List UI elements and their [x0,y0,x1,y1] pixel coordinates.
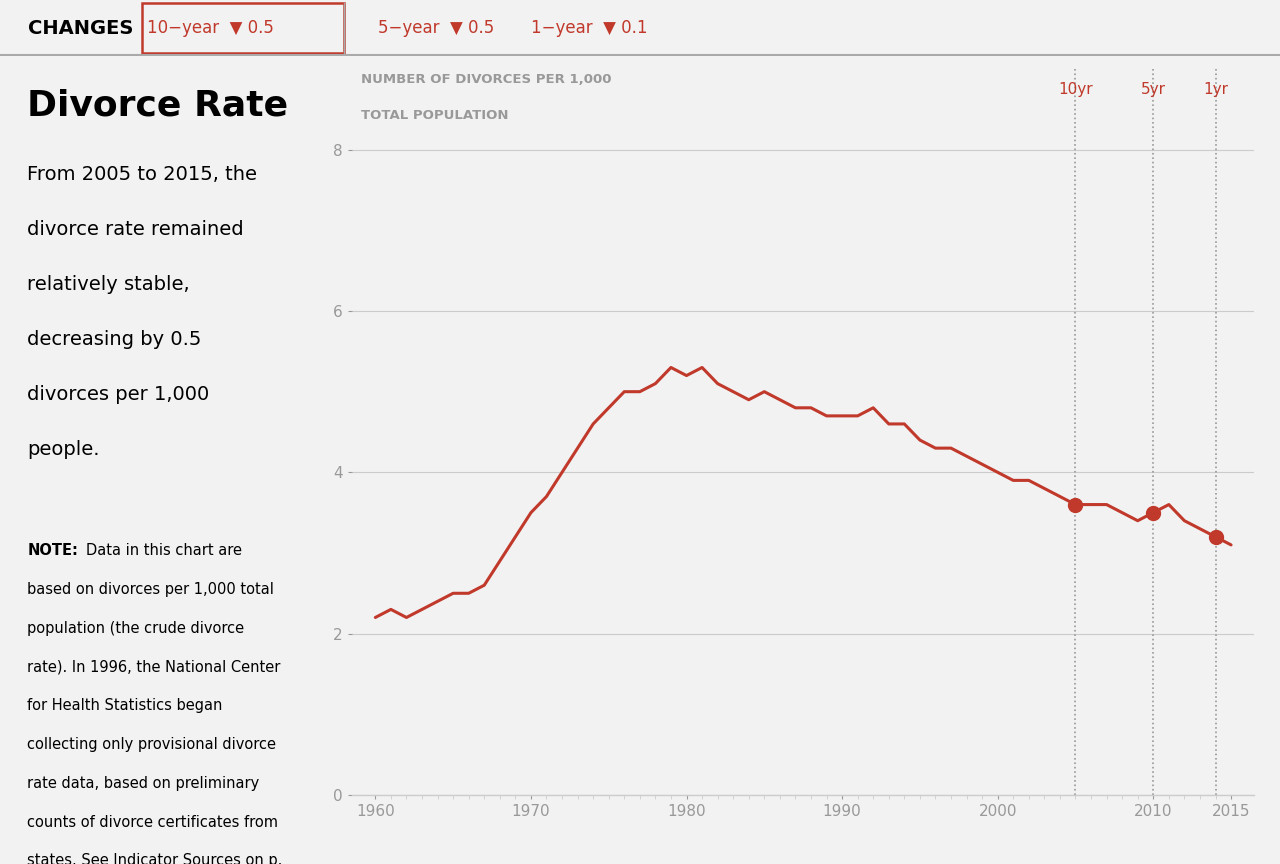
Text: 5−year  ▼ 0.5: 5−year ▼ 0.5 [378,19,494,37]
Text: 1−year  ▼ 0.1: 1−year ▼ 0.1 [531,19,648,37]
Text: Divorce Rate: Divorce Rate [27,88,288,123]
Text: NUMBER OF DIVORCES PER 1,000: NUMBER OF DIVORCES PER 1,000 [361,73,612,86]
Text: decreasing by 0.5: decreasing by 0.5 [27,330,201,349]
Text: Data in this chart are: Data in this chart are [87,543,242,558]
Text: rate data, based on preliminary: rate data, based on preliminary [27,776,260,791]
Text: people.: people. [27,440,100,459]
Text: 10−year  ▼ 0.5: 10−year ▼ 0.5 [147,19,274,37]
Text: based on divorces per 1,000 total: based on divorces per 1,000 total [27,582,274,597]
Text: rate). In 1996, the National Center: rate). In 1996, the National Center [27,659,280,675]
Text: collecting only provisional divorce: collecting only provisional divorce [27,737,276,753]
Text: 10yr: 10yr [1059,82,1093,98]
Text: TOTAL POPULATION: TOTAL POPULATION [361,109,508,122]
Text: CHANGES: CHANGES [28,19,133,37]
Text: states. See Indicator Sources on p.: states. See Indicator Sources on p. [27,854,283,864]
Text: 1yr: 1yr [1203,82,1228,98]
Text: counts of divorce certificates from: counts of divorce certificates from [27,815,278,829]
Text: relatively stable,: relatively stable, [27,275,189,294]
Text: for Health Statistics began: for Health Statistics began [27,698,223,714]
Text: NOTE:: NOTE: [27,543,78,558]
Text: 5yr: 5yr [1140,82,1166,98]
Text: population (the crude divorce: population (the crude divorce [27,621,244,636]
Text: divorce rate remained: divorce rate remained [27,220,243,239]
Text: From 2005 to 2015, the: From 2005 to 2015, the [27,165,257,184]
Text: divorces per 1,000: divorces per 1,000 [27,385,210,404]
